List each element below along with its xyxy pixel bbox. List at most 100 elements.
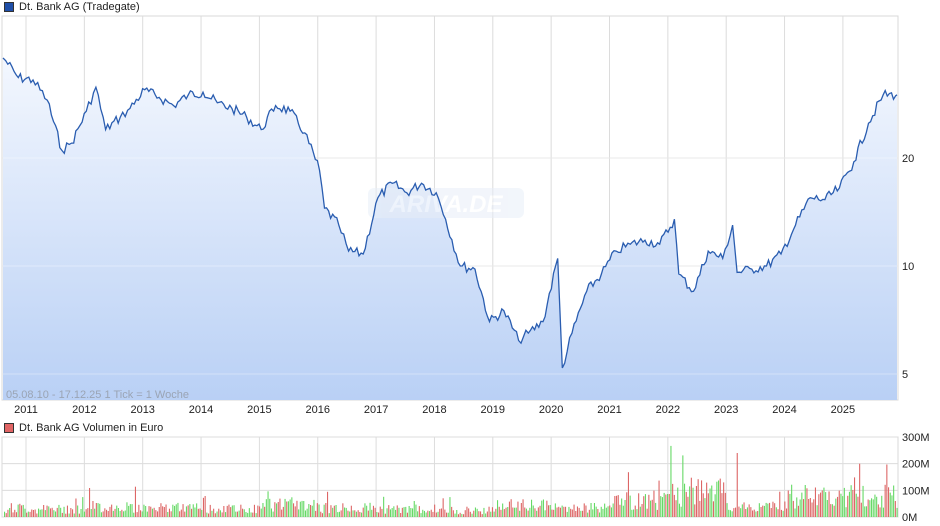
volume-bar <box>430 509 432 517</box>
volume-bar <box>199 508 201 517</box>
volume-bar <box>709 488 711 517</box>
volume-bar <box>355 511 357 517</box>
volume-bar <box>389 509 391 517</box>
volume-bar <box>92 501 94 517</box>
volume-bar <box>65 513 67 517</box>
volume-bar <box>403 507 405 517</box>
volume-bar <box>340 510 342 517</box>
volume-bar <box>592 509 594 517</box>
volume-bar <box>26 512 28 517</box>
volume-bar <box>22 504 24 517</box>
volume-bar <box>391 508 393 517</box>
volume-bar <box>796 497 798 517</box>
volume-bar <box>580 510 582 517</box>
volume-bar <box>427 510 429 517</box>
volume-bar <box>247 512 249 517</box>
volume-bar <box>877 504 879 517</box>
volume-bar <box>531 499 533 517</box>
volume-bar <box>566 511 568 517</box>
volume-bar <box>170 511 172 517</box>
price-y-axis: 20 10 5 <box>902 153 914 381</box>
volume-bar <box>806 488 808 517</box>
watermark-text: ARIVA.DE <box>389 191 504 218</box>
volume-bar <box>276 503 278 517</box>
volume-bar <box>457 514 459 517</box>
volume-bar <box>194 507 196 517</box>
volume-bar <box>184 511 186 517</box>
volume-bar <box>471 513 473 517</box>
volume-bar <box>633 509 635 517</box>
volume-bar <box>529 507 531 517</box>
volume-bar <box>146 511 148 517</box>
volume-bar <box>235 511 237 517</box>
volume-bar <box>519 510 521 517</box>
volume-bar <box>66 505 68 517</box>
volume-bar <box>612 503 614 517</box>
volume-bar <box>514 507 516 517</box>
volume-bar <box>871 498 873 517</box>
volume-bar <box>735 507 737 517</box>
volume-bar <box>820 492 822 517</box>
volume-bar <box>320 511 322 517</box>
volume-bar <box>701 480 703 517</box>
volume-bar <box>43 505 45 517</box>
volume-bar <box>548 505 550 517</box>
volume-bar <box>597 509 599 517</box>
volume-bar <box>641 504 643 517</box>
volume-bar <box>14 509 16 517</box>
volume-bar <box>408 506 410 517</box>
volume-bar <box>112 510 114 517</box>
volume-bar <box>406 512 408 517</box>
volume-bar <box>643 496 645 517</box>
volume-bar <box>396 505 398 517</box>
volume-bar <box>677 487 679 517</box>
volume-bar <box>542 499 544 517</box>
volume-bar <box>405 506 407 517</box>
volume-bar <box>775 507 777 517</box>
x-tick-label: 2012 <box>72 404 96 416</box>
volume-bar <box>678 503 680 517</box>
volume-bar <box>401 507 403 517</box>
volume-bar <box>138 504 140 517</box>
volume-bar <box>90 509 92 517</box>
volume-bar <box>848 491 850 517</box>
volume-gridlines <box>2 436 898 518</box>
volume-bar <box>524 507 526 517</box>
volume-bar <box>614 496 616 517</box>
volume-bar <box>461 513 463 517</box>
volume-bar <box>236 511 238 517</box>
volume-bar <box>197 508 199 517</box>
volume-bar <box>5 513 7 517</box>
volume-bar <box>536 510 538 517</box>
volume-bar <box>400 513 402 517</box>
volume-bar <box>801 492 803 517</box>
volume-bar <box>179 511 181 517</box>
volume-bar <box>585 505 587 517</box>
volume-bar <box>155 510 157 517</box>
volume-bar <box>680 506 682 517</box>
volume-bar <box>804 485 806 517</box>
volume-bar <box>182 504 184 517</box>
volume-bar <box>661 497 663 517</box>
volume-bar <box>879 507 881 517</box>
volume-bar <box>576 506 578 517</box>
volume-bar <box>755 511 757 517</box>
volume-bar <box>510 499 512 517</box>
volume-bar <box>830 504 832 517</box>
volume-bar <box>94 508 96 517</box>
x-tick-label: 2011 <box>14 404 38 416</box>
volume-bar <box>214 513 216 517</box>
volume-bar <box>522 499 524 517</box>
volume-bar <box>850 485 852 517</box>
volume-bar <box>223 506 225 517</box>
volume-bar <box>68 513 70 517</box>
volume-bar <box>809 498 811 517</box>
x-tick-label: 2023 <box>714 404 738 416</box>
volume-bar <box>313 499 315 517</box>
volume-bar <box>308 504 310 517</box>
volume-bar <box>769 502 771 517</box>
volume-bar <box>310 505 312 517</box>
volume-bar <box>31 509 33 517</box>
volume-bar <box>869 500 871 517</box>
volume-bar <box>243 509 245 517</box>
